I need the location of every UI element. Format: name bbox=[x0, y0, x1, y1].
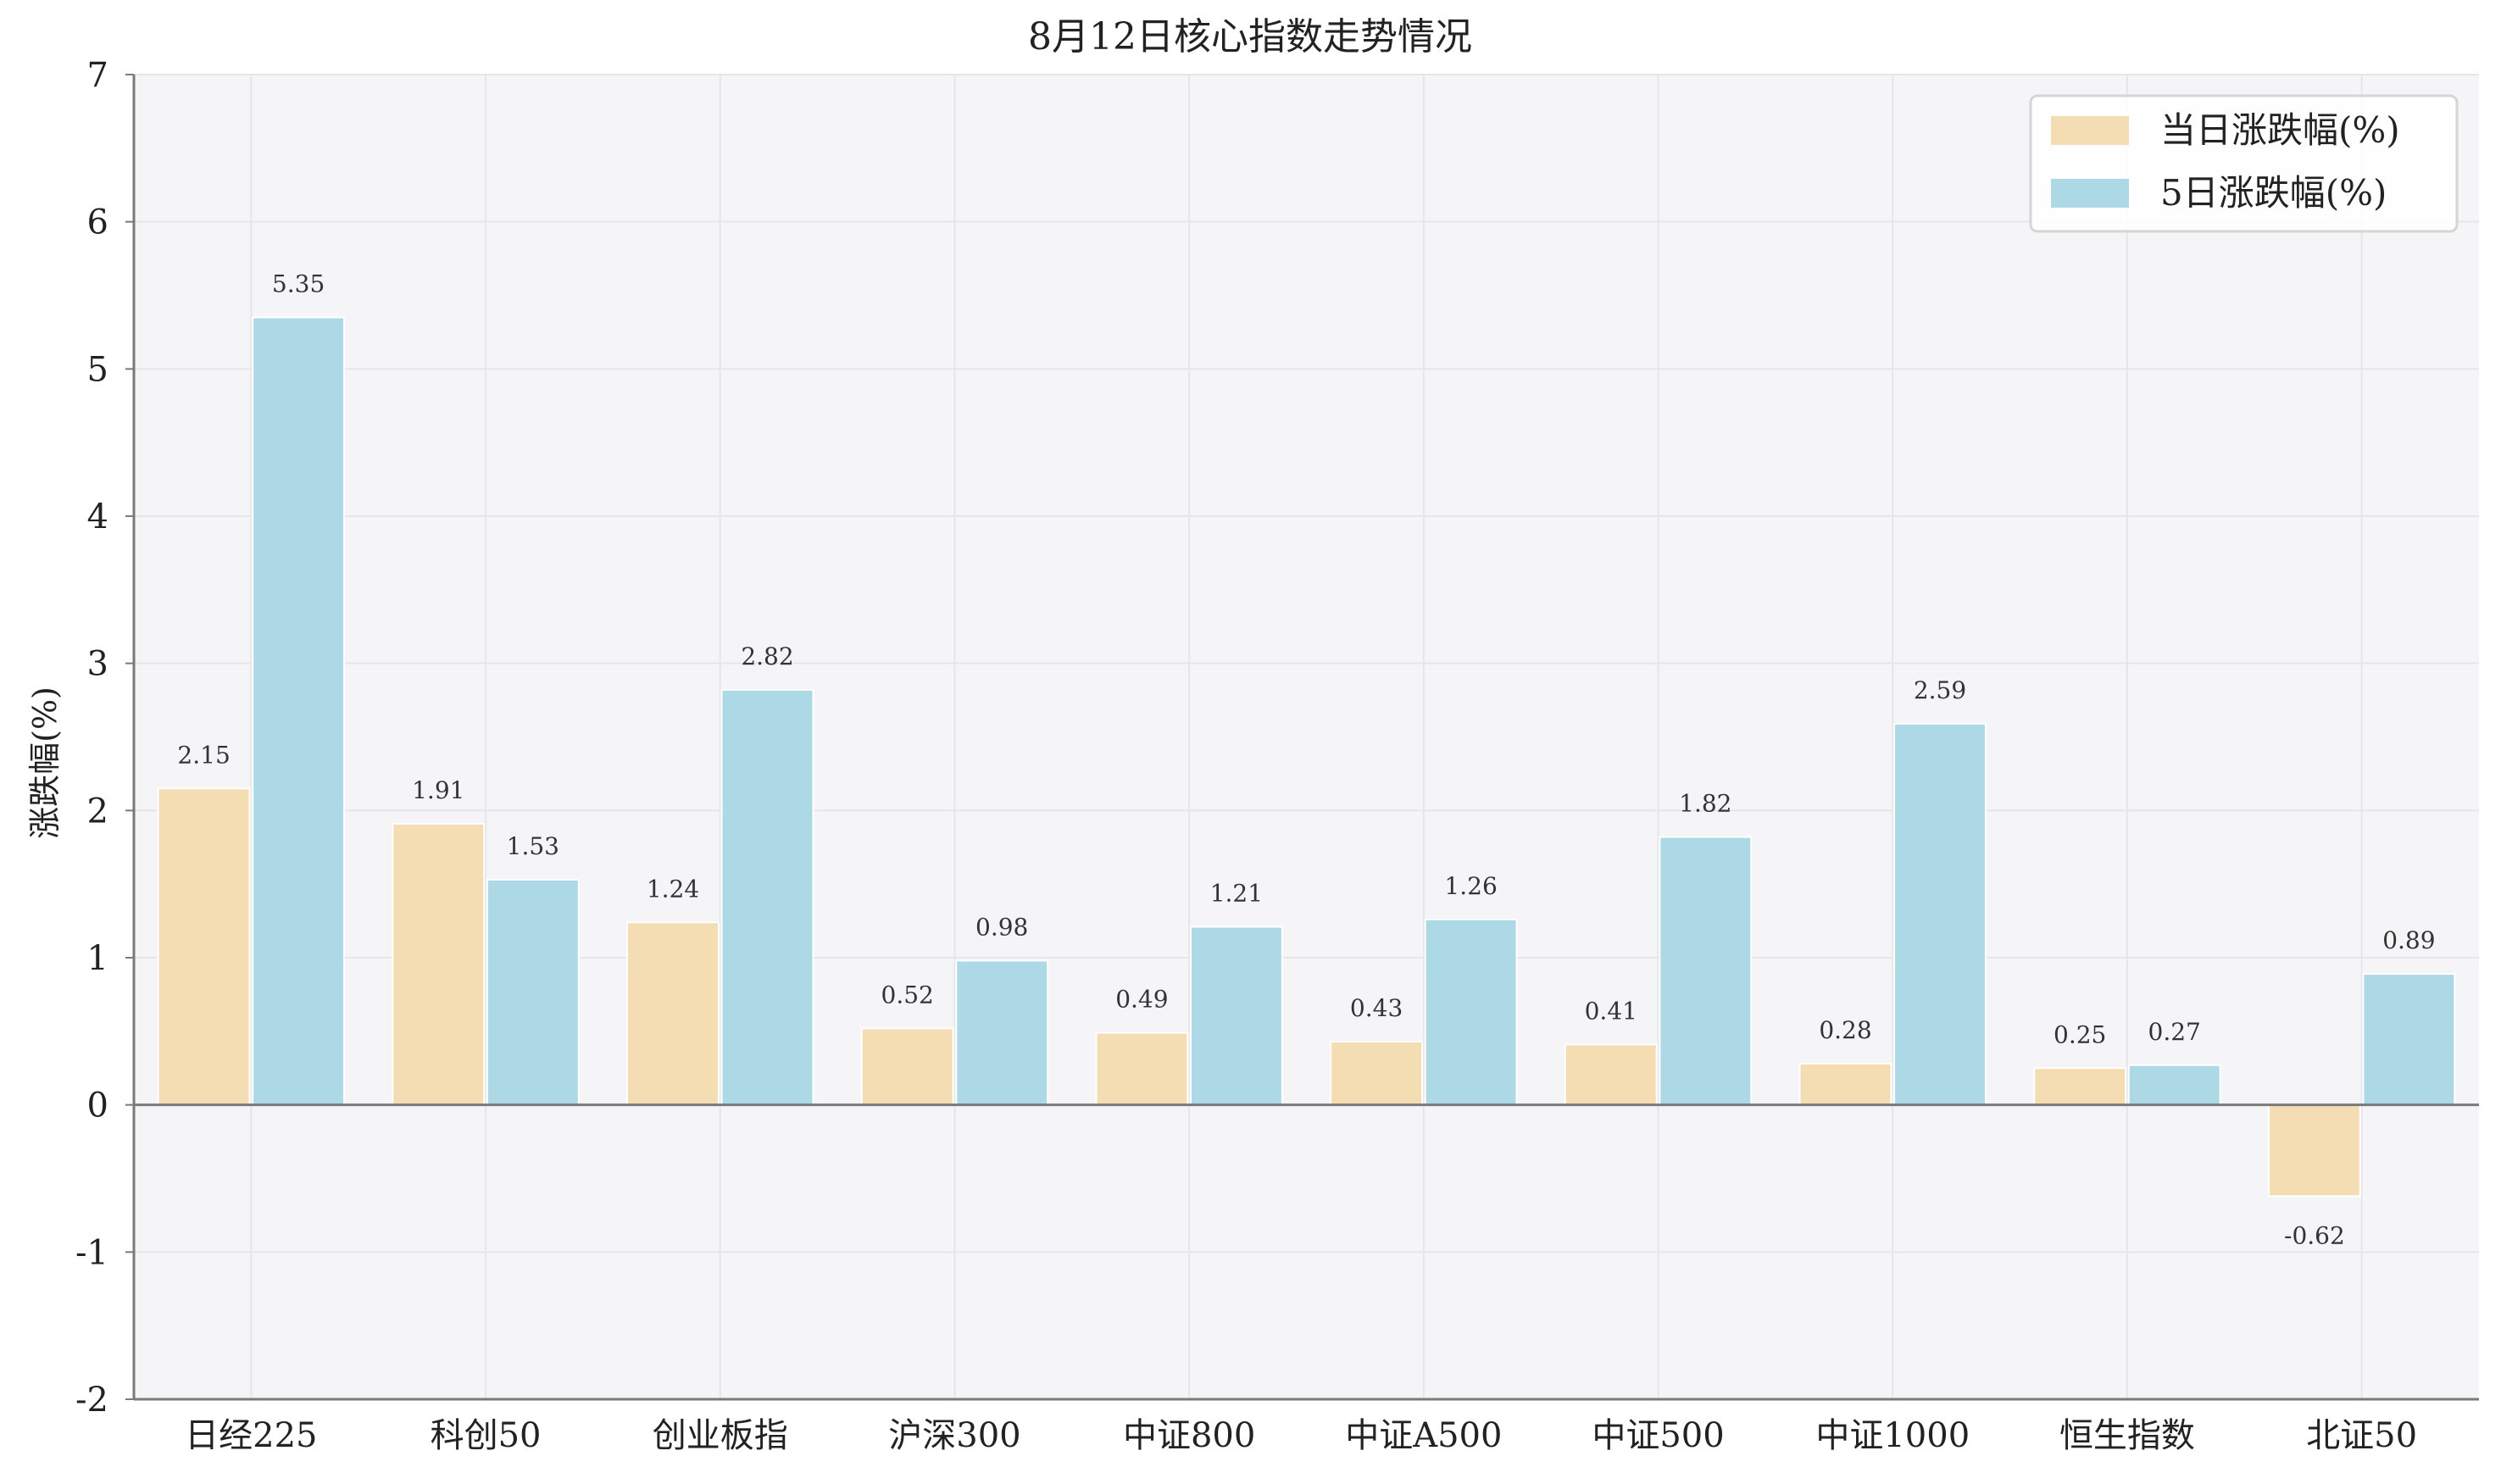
x-tick-label: 恒生指数 bbox=[2059, 1416, 2195, 1455]
x-tick-label: 中证800 bbox=[1123, 1416, 1255, 1455]
bar-series-2 bbox=[1189, 925, 1283, 1106]
x-tick-label: 中证500 bbox=[1592, 1416, 1724, 1455]
bar-series-1 bbox=[626, 921, 720, 1106]
legend-swatch-1 bbox=[2051, 116, 2129, 145]
bar-series-1 bbox=[157, 787, 251, 1106]
bar-series-1 bbox=[2033, 1067, 2127, 1106]
data-label: 0.89 bbox=[2382, 926, 2435, 954]
legend: 当日涨跌幅(%) 5日涨跌幅(%) bbox=[2029, 94, 2459, 233]
bars bbox=[157, 316, 2456, 1198]
y-tick-label: 3 bbox=[87, 645, 108, 684]
legend-label-2: 5日涨跌幅(%) bbox=[2160, 172, 2387, 214]
data-label: 1.91 bbox=[412, 776, 464, 804]
bar-series-1 bbox=[392, 822, 486, 1106]
data-label: 0.28 bbox=[1819, 1016, 1871, 1044]
x-tick-label: 中证A500 bbox=[1345, 1416, 1502, 1455]
bar-series-2 bbox=[2362, 973, 2456, 1106]
y-axis-label: 涨跌幅(%) bbox=[26, 686, 64, 839]
labels: -2 -1 0 1 2 3 4 5 6 7 日经225 科创50 创业板指 沪深300 中证800 中证A50… bbox=[75, 56, 2436, 1455]
y-tick-label: 6 bbox=[87, 203, 108, 242]
y-tick-label: -1 bbox=[75, 1233, 108, 1272]
bar-series-2 bbox=[1424, 918, 1518, 1106]
x-tick-label: 北证50 bbox=[2306, 1416, 2417, 1455]
legend-label-1: 当日涨跌幅(%) bbox=[2160, 109, 2400, 151]
x-tick-label: 创业板指 bbox=[653, 1416, 788, 1455]
data-label: 0.52 bbox=[881, 981, 934, 1009]
bar-series-2 bbox=[1659, 836, 1753, 1106]
legend-box bbox=[2029, 94, 2459, 233]
data-label: 0.98 bbox=[975, 913, 1028, 941]
data-label: 1.24 bbox=[647, 875, 699, 903]
data-label: 5.35 bbox=[272, 270, 325, 298]
data-label: 0.41 bbox=[1585, 997, 1637, 1025]
data-label: 2.59 bbox=[1914, 676, 1966, 704]
data-label: 1.82 bbox=[1679, 790, 1731, 818]
x-tick-label: 科创50 bbox=[431, 1416, 542, 1455]
bar-series-2 bbox=[2127, 1064, 2221, 1106]
bar-series-1 bbox=[1798, 1063, 1892, 1106]
y-tick-label: 2 bbox=[87, 792, 108, 831]
data-label: 1.26 bbox=[1444, 872, 1497, 900]
bar-series-1 bbox=[860, 1027, 954, 1106]
y-tick-label: 4 bbox=[87, 497, 108, 536]
bar-series-2 bbox=[720, 688, 814, 1106]
data-label: 0.49 bbox=[1115, 986, 1168, 1014]
data-label: -0.62 bbox=[2284, 1221, 2345, 1249]
bar-series-1 bbox=[1330, 1040, 1424, 1106]
x-tick-label: 日经225 bbox=[185, 1416, 317, 1455]
y-tick-label: 0 bbox=[87, 1087, 108, 1126]
y-tick-label: -2 bbox=[75, 1381, 108, 1420]
plot-background bbox=[134, 75, 2479, 1399]
grid-lines bbox=[134, 74, 2479, 1400]
bar-series-1 bbox=[2267, 1103, 2361, 1198]
bar-series-1 bbox=[1095, 1031, 1189, 1106]
bar-series-2 bbox=[486, 878, 580, 1106]
y-tick-label: 1 bbox=[87, 939, 108, 978]
y-tick-label: 7 bbox=[87, 56, 108, 95]
legend-swatch-2 bbox=[2051, 179, 2129, 208]
x-tick-label: 中证1000 bbox=[1815, 1416, 1970, 1455]
bar-series-2 bbox=[955, 959, 1049, 1106]
chart-title: 8月12日核心指数走势情况 bbox=[1028, 15, 1472, 58]
data-label: 2.82 bbox=[741, 642, 793, 670]
y-tick-label: 5 bbox=[87, 350, 108, 389]
bar-series-2 bbox=[1893, 722, 1987, 1106]
data-label: 0.43 bbox=[1350, 994, 1403, 1022]
data-label: 2.15 bbox=[177, 741, 230, 769]
data-label: 1.53 bbox=[507, 832, 559, 860]
data-label: 0.25 bbox=[2054, 1020, 2106, 1048]
bar-series-2 bbox=[252, 316, 346, 1106]
data-label: 1.21 bbox=[1210, 880, 1263, 908]
axes bbox=[125, 74, 2479, 1401]
x-tick-label: 沪深300 bbox=[888, 1416, 1020, 1455]
bar-series-1 bbox=[1564, 1043, 1658, 1106]
data-label: 0.27 bbox=[2148, 1018, 2201, 1046]
